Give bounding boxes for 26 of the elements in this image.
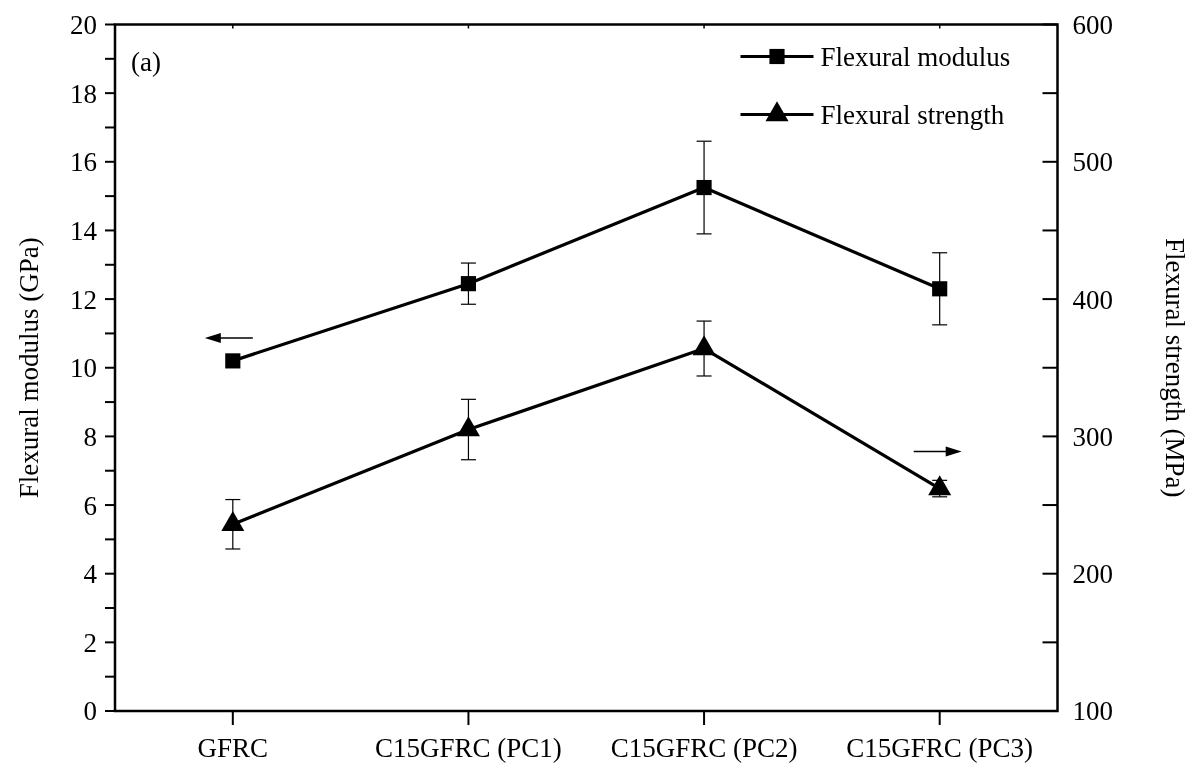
x-tick-label: C15GFRC (PC1): [375, 733, 562, 763]
y2-tick-label: 500: [1072, 147, 1113, 178]
y-tick-label: 14: [70, 215, 98, 246]
y2-tick-label: 300: [1072, 421, 1113, 452]
annotation: (a): [131, 46, 161, 77]
y-tick-label: 0: [83, 696, 97, 727]
x-tick-label: C15GFRC (PC3): [846, 733, 1034, 763]
y-tick-label: 4: [83, 559, 98, 590]
y-tick-label: 2: [83, 627, 97, 658]
y-tick-label: 20: [70, 9, 97, 40]
y2-tick-label: 200: [1072, 559, 1113, 590]
y2-axis-title: Flexural strength (MPa): [1160, 238, 1190, 498]
y-tick-label: 6: [83, 490, 97, 521]
y-tick-label: 10: [70, 353, 97, 384]
legend-label: Flexural modulus: [820, 41, 1011, 72]
y-tick-label: 16: [70, 147, 97, 178]
y2-tick-label: 400: [1072, 284, 1113, 315]
y-tick-label: 18: [70, 78, 97, 109]
y2-tick-label: 100: [1072, 696, 1113, 727]
x-tick-label: C15GFRC (PC2): [610, 733, 798, 763]
legend-label: Flexural strength: [820, 99, 1005, 130]
y-tick-label: 8: [83, 421, 97, 452]
y2-tick-label: 600: [1072, 9, 1113, 40]
x-tick-label: GFRC: [197, 733, 269, 763]
y-axis-title: Flexural modulus (GPa): [14, 237, 44, 499]
y-tick-label: 12: [70, 284, 97, 315]
